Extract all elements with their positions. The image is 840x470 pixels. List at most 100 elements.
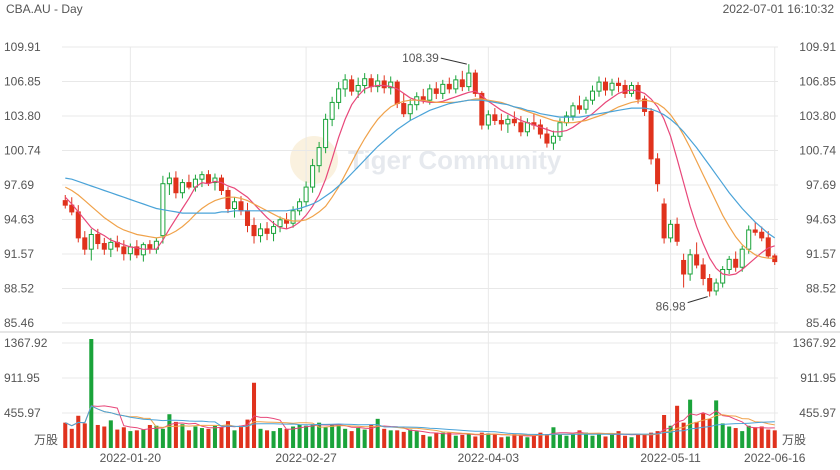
candle-body — [602, 81, 609, 91]
candle-body — [186, 182, 192, 188]
candle-body — [342, 79, 348, 90]
volume-bar — [63, 422, 68, 448]
candle-body — [179, 182, 185, 194]
candle-body — [95, 233, 101, 245]
candle-body — [238, 201, 244, 212]
candle-body — [258, 228, 264, 237]
volume-bar — [258, 428, 263, 448]
candle-body — [310, 165, 316, 188]
candle-body — [707, 278, 713, 292]
volume-bar — [186, 430, 191, 448]
volume-bar — [740, 431, 745, 448]
candle-body — [199, 174, 205, 180]
volume-bar — [108, 420, 113, 448]
x-tick-label: 2022-05-11 — [640, 451, 701, 465]
volume-bar — [245, 419, 250, 448]
volume-bar — [408, 429, 413, 448]
candle-body — [127, 246, 133, 255]
volume-bar — [284, 428, 289, 448]
volume-bar — [720, 423, 725, 448]
volume-bar — [69, 428, 74, 448]
volume-bar — [252, 382, 257, 448]
volume-bar — [89, 339, 94, 448]
candle-body — [218, 177, 224, 191]
volume-bar — [330, 424, 335, 448]
volume-bar — [603, 436, 608, 448]
candle-body — [336, 88, 342, 103]
volume-bar — [753, 427, 758, 448]
volume-bar — [369, 424, 374, 448]
price-tick-right: 85.46 — [806, 316, 836, 330]
price-tick-left: 94.63 — [4, 212, 34, 226]
candle-body — [427, 88, 433, 101]
volume-bar — [349, 431, 354, 448]
candle-body — [518, 122, 524, 133]
volume-bar — [336, 424, 341, 448]
candle-body — [661, 203, 667, 239]
volume-bar — [557, 434, 562, 448]
volume-bar — [479, 432, 484, 448]
candle-body — [576, 105, 582, 110]
candle-body — [694, 254, 700, 266]
volume-bar — [271, 431, 276, 448]
candle-body — [485, 114, 491, 126]
candle-body — [642, 98, 648, 112]
volume-bar — [518, 434, 523, 448]
volume-bar — [134, 430, 139, 448]
volume-bar — [434, 432, 439, 448]
volume-bar — [375, 418, 380, 448]
candle-body — [557, 122, 563, 137]
candle-body — [323, 118, 329, 149]
candle-body — [713, 282, 719, 292]
volume-tick-right: 455.97 — [799, 406, 836, 420]
price-tick-right: 106.85 — [799, 75, 836, 89]
candle-body — [674, 223, 680, 242]
candle-body — [616, 82, 622, 86]
volume-bar — [649, 432, 654, 448]
volume-bar — [128, 431, 133, 448]
candle-body — [231, 201, 238, 210]
candle-body — [596, 81, 602, 92]
volume-tick-left: 1367.92 — [4, 336, 48, 350]
candle-body — [668, 223, 674, 239]
candle-body — [583, 99, 589, 110]
volume-bar — [583, 432, 588, 448]
price-tick-left: 109.91 — [4, 40, 41, 54]
volume-bar — [167, 414, 172, 448]
volume-bar — [297, 424, 302, 448]
volume-bar — [675, 405, 680, 448]
candle-body — [401, 103, 407, 115]
candle-body — [459, 79, 465, 88]
candle-body — [726, 258, 732, 270]
candle-body — [108, 241, 114, 250]
x-tick-label: 2022-04-03 — [458, 451, 520, 465]
candle-body — [368, 78, 374, 88]
candle-body — [251, 224, 257, 237]
volume-bar — [401, 431, 406, 448]
volume-bar — [382, 428, 387, 448]
volume-bar — [265, 430, 270, 448]
candle-body — [720, 268, 726, 284]
volume-average-line — [65, 405, 775, 436]
volume-bar — [421, 434, 426, 448]
volume-bar — [160, 428, 165, 448]
volume-bar — [525, 437, 530, 448]
candle-body — [69, 204, 75, 213]
candle-body — [511, 118, 517, 124]
volume-bar — [395, 430, 400, 448]
candle-body — [472, 72, 478, 94]
volume-bar — [304, 425, 309, 448]
volume-tick-left: 911.95 — [4, 371, 40, 385]
volume-bar — [232, 430, 237, 448]
volume-bar — [668, 425, 673, 448]
volume-bar — [291, 426, 296, 448]
volume-bar — [694, 421, 699, 448]
price-tick-right: 88.52 — [806, 281, 836, 295]
candle-body — [62, 200, 68, 206]
candle-body — [570, 105, 576, 117]
candle-body — [388, 81, 394, 89]
volume-tick-right: 1367.92 — [793, 336, 837, 350]
candle-body — [225, 189, 231, 210]
volume-bar — [662, 414, 667, 448]
